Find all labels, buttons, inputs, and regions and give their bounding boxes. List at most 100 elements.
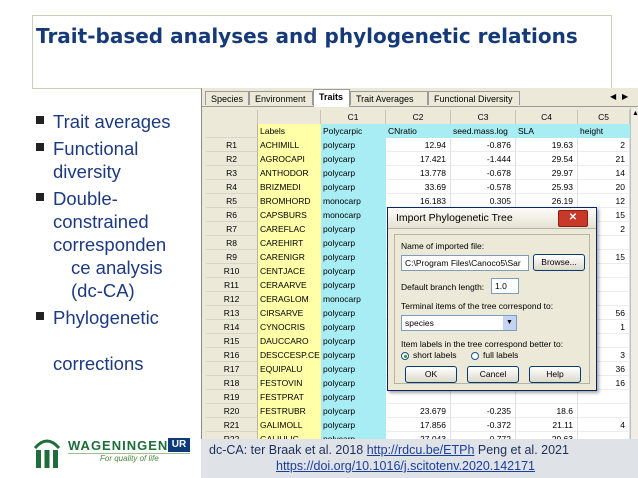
grid-cell[interactable]: 16.183 — [386, 194, 451, 208]
grid-cell[interactable]: EQUIPALU — [258, 362, 321, 376]
grid-cell[interactable]: -0.772 — [451, 432, 516, 440]
row-header[interactable]: R22 — [206, 432, 258, 440]
grid-cell[interactable]: 23.679 — [386, 404, 451, 418]
row-header[interactable]: R14 — [206, 320, 258, 334]
grid-cell[interactable]: 26.19 — [516, 194, 578, 208]
grid-cell[interactable]: -0.235 — [451, 404, 516, 418]
grid-cell[interactable]: FESTOVIN — [258, 376, 321, 390]
grid-cell[interactable]: 14 — [578, 166, 630, 180]
row-header[interactable]: R16 — [206, 348, 258, 362]
column-header[interactable]: C5 — [578, 110, 630, 124]
grid-cell[interactable]: DAUCCARO — [258, 334, 321, 348]
row-header[interactable]: R7 — [206, 222, 258, 236]
field-header[interactable]: height — [578, 124, 630, 138]
vertical-scrollbar[interactable]: ▲ — [630, 108, 638, 440]
grid-cell[interactable]: ANTHODOR — [258, 166, 321, 180]
full-labels-radio[interactable] — [471, 352, 479, 360]
grid-cell[interactable]: CAREHIRT — [258, 236, 321, 250]
grid-cell[interactable]: CYNOCRIS — [258, 320, 321, 334]
grid-cell[interactable]: polycarp — [321, 432, 386, 440]
grid-cell[interactable]: polycarp — [321, 222, 386, 236]
grid-cell[interactable]: polycarp — [321, 376, 386, 390]
close-icon[interactable]: ✕ — [558, 210, 588, 227]
grid-cell[interactable]: polycarp — [321, 180, 386, 194]
grid-cell[interactable]: 12.94 — [386, 138, 451, 152]
grid-cell[interactable]: polycarp — [321, 418, 386, 432]
tab-traits[interactable]: Traits — [313, 89, 350, 107]
grid-cell[interactable]: monocarp — [321, 292, 386, 306]
grid-cell[interactable]: 19.63 — [516, 138, 578, 152]
row-header[interactable]: R4 — [206, 180, 258, 194]
field-header[interactable]: SLA — [516, 124, 578, 138]
row-header[interactable]: R17 — [206, 362, 258, 376]
short-labels-radio[interactable] — [401, 352, 409, 360]
grid-cell[interactable]: -1.444 — [451, 152, 516, 166]
grid-cell[interactable] — [386, 390, 451, 404]
reference-link-1[interactable]: http://rdcu.be/ETPh — [366, 443, 475, 457]
row-header[interactable]: R1 — [206, 138, 258, 152]
grid-cell[interactable]: polycarp — [321, 166, 386, 180]
grid-cell[interactable]: ACHIMILL — [258, 138, 321, 152]
grid-cell[interactable]: polycarp — [321, 138, 386, 152]
row-header[interactable]: R2 — [206, 152, 258, 166]
grid-cell[interactable]: 18.6 — [516, 404, 578, 418]
grid-cell[interactable]: -0.876 — [451, 138, 516, 152]
file-path-input[interactable]: C:\Program Files\Canoco5\Sar — [401, 255, 529, 271]
column-header[interactable]: C3 — [451, 110, 516, 124]
column-header[interactable]: C2 — [386, 110, 451, 124]
cancel-button[interactable]: Cancel — [467, 366, 519, 383]
grid-cell[interactable]: polycarp — [321, 362, 386, 376]
row-header[interactable]: R19 — [206, 390, 258, 404]
grid-cell[interactable]: CERAARVE — [258, 278, 321, 292]
grid-cell[interactable]: DESCCESP.CE — [258, 348, 321, 362]
grid-cell[interactable]: GALIULIG — [258, 432, 321, 440]
grid-cell[interactable]: CAREFLAC — [258, 222, 321, 236]
field-header[interactable]: Polycarpic — [321, 124, 386, 138]
grid-cell[interactable]: 29.97 — [516, 166, 578, 180]
terminal-items-select[interactable]: species ▼ — [401, 315, 517, 331]
grid-cell[interactable]: -0.578 — [451, 180, 516, 194]
grid-cell[interactable]: -0.372 — [451, 418, 516, 432]
tab-scroll-left-icon[interactable]: ◀ — [610, 92, 617, 101]
field-header[interactable]: CNratio — [386, 124, 451, 138]
column-header[interactable]: C1 — [321, 110, 386, 124]
row-header[interactable]: R18 — [206, 376, 258, 390]
grid-cell[interactable]: -0.678 — [451, 166, 516, 180]
field-header[interactable]: Labels — [258, 124, 321, 138]
tab-functional-diversity[interactable]: Functional Diversity — [428, 91, 520, 105]
grid-cell[interactable]: monocarp — [321, 208, 386, 222]
branch-length-input[interactable]: 1.0 — [491, 278, 519, 294]
grid-cell[interactable]: polycarp — [321, 278, 386, 292]
grid-cell[interactable]: 4 — [578, 418, 630, 432]
reference-link-2[interactable]: https://doi.org/10.1016/j.scitotenv.2020… — [276, 459, 535, 473]
grid-cell[interactable]: 12 — [578, 194, 630, 208]
grid-cell[interactable]: 17.421 — [386, 152, 451, 166]
field-header[interactable]: seed.mass.log — [451, 124, 516, 138]
grid-cell[interactable] — [578, 390, 630, 404]
grid-cell[interactable]: polycarp — [321, 264, 386, 278]
grid-cell[interactable]: 0.305 — [451, 194, 516, 208]
tab-species[interactable]: Species — [205, 91, 249, 105]
row-header[interactable]: R15 — [206, 334, 258, 348]
grid-cell[interactable]: polycarp — [321, 306, 386, 320]
grid-cell[interactable]: 33.69 — [386, 180, 451, 194]
tab-trait-averages[interactable]: Trait Averages — [350, 91, 428, 105]
grid-cell[interactable]: polycarp — [321, 320, 386, 334]
grid-cell[interactable] — [578, 404, 630, 418]
grid-cell[interactable] — [451, 390, 516, 404]
row-header[interactable]: R3 — [206, 166, 258, 180]
scroll-up-icon[interactable]: ▲ — [632, 110, 638, 118]
grid-cell[interactable]: BRIZMEDI — [258, 180, 321, 194]
grid-cell[interactable]: 2 — [578, 138, 630, 152]
grid-cell[interactable]: CENTJACE — [258, 264, 321, 278]
column-header[interactable]: C4 — [516, 110, 578, 124]
row-header[interactable]: R10 — [206, 264, 258, 278]
grid-cell[interactable]: 29.63 — [516, 432, 578, 440]
grid-cell[interactable]: CIRSARVE — [258, 306, 321, 320]
grid-cell[interactable]: FESTPRAT — [258, 390, 321, 404]
grid-cell[interactable]: polycarp — [321, 348, 386, 362]
grid-cell[interactable]: 21 — [578, 152, 630, 166]
grid-cell[interactable]: CARENIGR — [258, 250, 321, 264]
grid-cell[interactable]: 25.93 — [516, 180, 578, 194]
browse-button[interactable]: Browse... — [533, 254, 585, 271]
